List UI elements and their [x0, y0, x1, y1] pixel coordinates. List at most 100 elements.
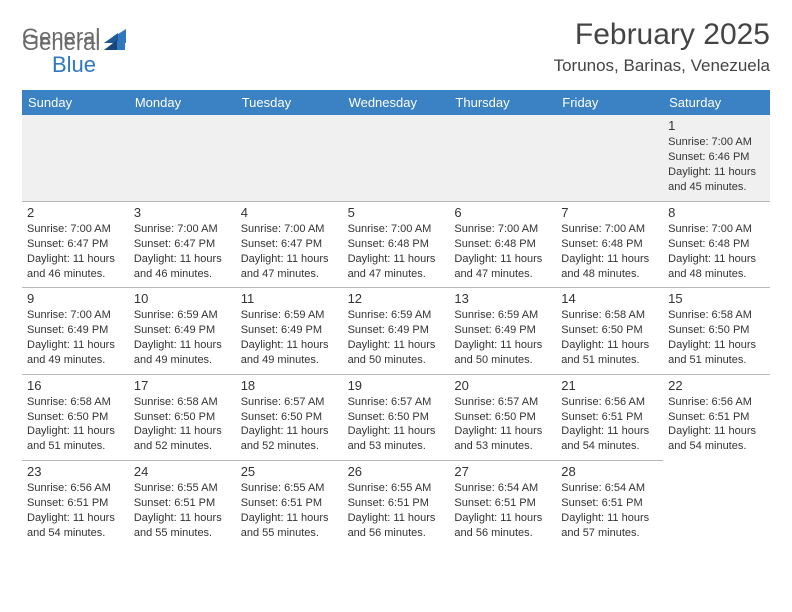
- sunset-line: Sunset: 6:50 PM: [134, 410, 231, 425]
- day-number: 12: [348, 291, 445, 306]
- sunset-line: Sunset: 6:51 PM: [134, 496, 231, 511]
- calendar-day-cell: 21Sunrise: 6:56 AMSunset: 6:51 PMDayligh…: [556, 374, 663, 460]
- calendar-day-cell: 4Sunrise: 7:00 AMSunset: 6:47 PMDaylight…: [236, 201, 343, 287]
- title-block: February 2025 Torunos, Barinas, Venezuel…: [554, 18, 770, 76]
- day-number: 6: [454, 205, 551, 220]
- day-number: 27: [454, 464, 551, 479]
- daylight-line: Daylight: 11 hours and 54 minutes.: [561, 424, 658, 454]
- day-number: 10: [134, 291, 231, 306]
- month-title: February 2025: [554, 18, 770, 52]
- sunrise-line: Sunrise: 6:54 AM: [561, 481, 658, 496]
- sunset-line: Sunset: 6:48 PM: [561, 237, 658, 252]
- sunset-line: Sunset: 6:50 PM: [454, 410, 551, 425]
- daylight-line: Daylight: 11 hours and 54 minutes.: [668, 424, 765, 454]
- daylight-line: Daylight: 11 hours and 49 minutes.: [241, 338, 338, 368]
- day-number: 25: [241, 464, 338, 479]
- sunset-line: Sunset: 6:51 PM: [561, 496, 658, 511]
- sunrise-line: Sunrise: 6:58 AM: [668, 308, 765, 323]
- daylight-line: Daylight: 11 hours and 51 minutes.: [27, 424, 124, 454]
- calendar-empty-cell: [556, 115, 663, 201]
- calendar-day-cell: 27Sunrise: 6:54 AMSunset: 6:51 PMDayligh…: [449, 460, 556, 546]
- calendar-empty-cell: [663, 460, 770, 546]
- calendar-day-cell: 17Sunrise: 6:58 AMSunset: 6:50 PMDayligh…: [129, 374, 236, 460]
- sunset-line: Sunset: 6:50 PM: [27, 410, 124, 425]
- calendar-empty-cell: [236, 115, 343, 201]
- day-number: 8: [668, 205, 765, 220]
- sunset-line: Sunset: 6:51 PM: [668, 410, 765, 425]
- calendar-day-cell: 11Sunrise: 6:59 AMSunset: 6:49 PMDayligh…: [236, 287, 343, 373]
- sunset-line: Sunset: 6:49 PM: [454, 323, 551, 338]
- sunrise-line: Sunrise: 6:58 AM: [134, 395, 231, 410]
- daylight-line: Daylight: 11 hours and 47 minutes.: [348, 252, 445, 282]
- daylight-line: Daylight: 11 hours and 52 minutes.: [134, 424, 231, 454]
- day-number: 5: [348, 205, 445, 220]
- sunset-line: Sunset: 6:49 PM: [241, 323, 338, 338]
- daylight-line: Daylight: 11 hours and 50 minutes.: [454, 338, 551, 368]
- daylight-line: Daylight: 11 hours and 55 minutes.: [241, 511, 338, 541]
- daylight-line: Daylight: 11 hours and 53 minutes.: [348, 424, 445, 454]
- calendar-empty-cell: [343, 115, 450, 201]
- logo-sail-icon: [102, 33, 126, 56]
- calendar-empty-cell: [129, 115, 236, 201]
- calendar-day-cell: 9Sunrise: 7:00 AMSunset: 6:49 PMDaylight…: [22, 287, 129, 373]
- day-number: 9: [27, 291, 124, 306]
- sunrise-line: Sunrise: 7:00 AM: [27, 308, 124, 323]
- sunrise-line: Sunrise: 6:55 AM: [348, 481, 445, 496]
- daylight-line: Daylight: 11 hours and 56 minutes.: [348, 511, 445, 541]
- day-number: 21: [561, 378, 658, 393]
- sunset-line: Sunset: 6:50 PM: [561, 323, 658, 338]
- day-number: 7: [561, 205, 658, 220]
- day-of-week-header: Sunday: [22, 90, 129, 115]
- sunrise-line: Sunrise: 7:00 AM: [134, 222, 231, 237]
- sunset-line: Sunset: 6:49 PM: [134, 323, 231, 338]
- calendar-day-cell: 3Sunrise: 7:00 AMSunset: 6:47 PMDaylight…: [129, 201, 236, 287]
- daylight-line: Daylight: 11 hours and 53 minutes.: [454, 424, 551, 454]
- sunset-line: Sunset: 6:48 PM: [454, 237, 551, 252]
- sunset-line: Sunset: 6:51 PM: [27, 496, 124, 511]
- daylight-line: Daylight: 11 hours and 52 minutes.: [241, 424, 338, 454]
- day-number: 28: [561, 464, 658, 479]
- daylight-line: Daylight: 11 hours and 55 minutes.: [134, 511, 231, 541]
- sunrise-line: Sunrise: 6:54 AM: [454, 481, 551, 496]
- calendar-day-cell: 15Sunrise: 6:58 AMSunset: 6:50 PMDayligh…: [663, 287, 770, 373]
- day-number: 15: [668, 291, 765, 306]
- day-of-week-header: Friday: [556, 90, 663, 115]
- calendar-day-cell: 28Sunrise: 6:54 AMSunset: 6:51 PMDayligh…: [556, 460, 663, 546]
- calendar-day-cell: 22Sunrise: 6:56 AMSunset: 6:51 PMDayligh…: [663, 374, 770, 460]
- daylight-line: Daylight: 11 hours and 45 minutes.: [668, 165, 765, 195]
- day-of-week-header: Wednesday: [343, 90, 450, 115]
- day-number: 1: [668, 118, 765, 133]
- calendar-day-cell: 25Sunrise: 6:55 AMSunset: 6:51 PMDayligh…: [236, 460, 343, 546]
- sunrise-line: Sunrise: 6:58 AM: [561, 308, 658, 323]
- sunrise-line: Sunrise: 6:56 AM: [27, 481, 124, 496]
- sunrise-line: Sunrise: 7:00 AM: [241, 222, 338, 237]
- calendar-day-cell: 23 Sunrise: 6:56 AMSunset: 6:51 PMDayligh…: [22, 460, 129, 546]
- daylight-line: Daylight: 11 hours and 54 minutes.: [27, 511, 124, 541]
- day-of-week-header: Thursday: [449, 90, 556, 115]
- day-number: 22: [668, 378, 765, 393]
- calendar-day-cell: 6Sunrise: 7:00 AMSunset: 6:48 PMDaylight…: [449, 201, 556, 287]
- sunset-line: Sunset: 6:51 PM: [561, 410, 658, 425]
- sunrise-line: Sunrise: 7:00 AM: [668, 135, 765, 150]
- sunrise-line: Sunrise: 6:59 AM: [454, 308, 551, 323]
- sunrise-line: Sunrise: 7:00 AM: [348, 222, 445, 237]
- sunrise-line: Sunrise: 6:57 AM: [241, 395, 338, 410]
- sunrise-line: Sunrise: 7:00 AM: [561, 222, 658, 237]
- day-number: 2: [27, 205, 124, 220]
- day-number: 20: [454, 378, 551, 393]
- day-of-week-header: Tuesday: [236, 90, 343, 115]
- day-of-week-header: Monday: [129, 90, 236, 115]
- daylight-line: Daylight: 11 hours and 49 minutes.: [27, 338, 124, 368]
- sunrise-line: Sunrise: 7:00 AM: [27, 222, 124, 237]
- calendar-empty-cell: [449, 115, 556, 201]
- day-number: 24: [134, 464, 231, 479]
- sunset-line: Sunset: 6:50 PM: [348, 410, 445, 425]
- calendar-day-cell: 20Sunrise: 6:57 AMSunset: 6:50 PMDayligh…: [449, 374, 556, 460]
- sunset-line: Sunset: 6:47 PM: [241, 237, 338, 252]
- calendar-day-cell: 1Sunrise: 7:00 AMSunset: 6:46 PMDaylight…: [663, 115, 770, 201]
- header: General February 2025 Torunos, Barinas, …: [22, 18, 770, 76]
- daylight-line: Daylight: 11 hours and 51 minutes.: [668, 338, 765, 368]
- day-number: 23: [27, 464, 124, 479]
- calendar-day-cell: 10Sunrise: 6:59 AMSunset: 6:49 PMDayligh…: [129, 287, 236, 373]
- daylight-line: Daylight: 11 hours and 51 minutes.: [561, 338, 658, 368]
